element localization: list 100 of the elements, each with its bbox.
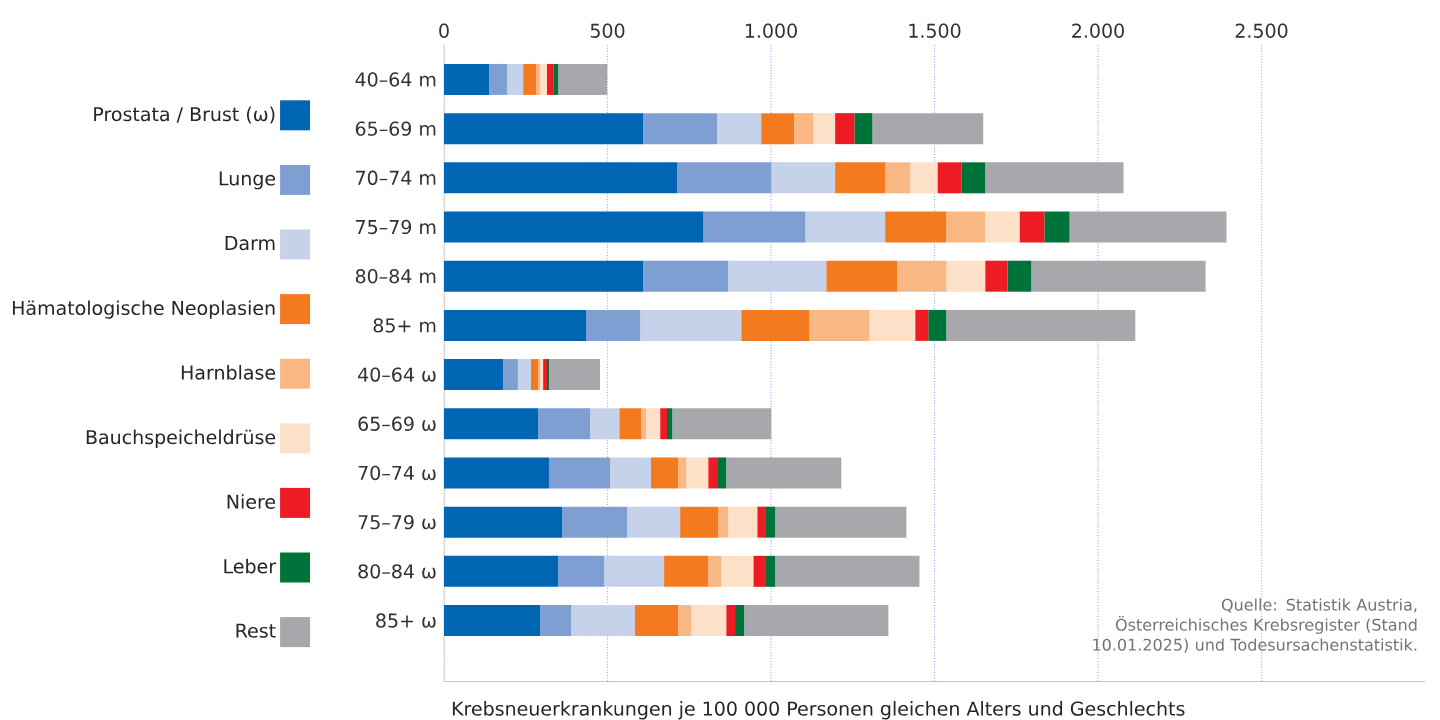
bar [678, 457, 687, 489]
bar [634, 605, 679, 637]
bar [1019, 211, 1045, 243]
bar [703, 211, 806, 243]
bar [677, 162, 772, 194]
bar [728, 506, 758, 538]
bar [536, 63, 541, 95]
bar [928, 309, 947, 341]
bar [885, 211, 947, 243]
bar [946, 309, 1136, 341]
bar [444, 309, 587, 341]
bar [721, 555, 754, 587]
bar [562, 506, 628, 538]
bar [540, 63, 548, 95]
legend-label: Hämatologische Neoplasien [12, 300, 275, 319]
bar [771, 162, 836, 194]
bar [680, 506, 719, 538]
bar [809, 309, 870, 341]
x-tick-label: 2.000 [1072, 23, 1124, 38]
bar [718, 506, 729, 538]
bar [610, 457, 651, 489]
bar [775, 555, 920, 587]
bar [915, 309, 929, 341]
bar [826, 260, 898, 292]
bar [540, 605, 572, 637]
y-tick-label: 80–84 m [355, 269, 436, 284]
bar [854, 113, 873, 145]
bar [717, 113, 762, 145]
legend-label: Niere [227, 494, 276, 509]
bar [664, 555, 709, 587]
bar [543, 359, 548, 391]
bar [530, 359, 539, 391]
bar [753, 555, 766, 587]
bar [547, 63, 554, 95]
bar [946, 260, 986, 292]
y-tick-label: 70–74 m [356, 170, 436, 186]
bar [728, 260, 827, 292]
annotation: Quelle: Statistik Austria, Österreichisches Krebsregister (Stand 10.01.2025) und Todesursachenstatistik. [1093, 598, 1417, 653]
bar [1007, 260, 1032, 292]
bar [961, 162, 986, 194]
bar [517, 359, 531, 391]
bar [444, 211, 704, 243]
bar [643, 113, 718, 145]
bar [708, 555, 722, 587]
bar [444, 260, 644, 292]
bar [813, 113, 836, 145]
bar [1069, 211, 1227, 243]
bar [590, 408, 620, 440]
legend-label: Leber [224, 558, 277, 574]
bar [640, 309, 742, 341]
y-tick-label: 40–64 ω [358, 367, 436, 382]
y-tick-label: 40–64 m [355, 72, 436, 87]
bar [646, 408, 661, 440]
bar [835, 113, 855, 145]
bar [946, 211, 986, 243]
bar [937, 162, 962, 194]
bar [672, 408, 772, 440]
bar [667, 408, 673, 440]
legend-label: Bauchspeicheldrüse [86, 429, 276, 448]
bar [744, 605, 889, 637]
bar [558, 63, 608, 95]
bar [686, 457, 709, 489]
bar [651, 457, 679, 489]
bar [571, 605, 635, 637]
y-tick-label: 80–84 ω [358, 564, 436, 579]
x-tick-label: 0 [439, 23, 449, 38]
legend-label: Harnblase [181, 365, 276, 380]
x-tick-label: 1.000 [745, 23, 797, 38]
x-axis-title: Krebsneuerkrankungen je 100 000 Personen gleichen Alters und Geschlechts [452, 701, 1185, 720]
y-tick-label: 75–79 ω [358, 514, 436, 530]
bar [872, 113, 984, 145]
bar [444, 63, 490, 95]
x-tick-label: 1.500 [909, 23, 961, 38]
bar [910, 162, 938, 194]
bar [765, 555, 776, 587]
bar [708, 457, 719, 489]
bar [985, 211, 1020, 243]
bar [444, 162, 678, 194]
bar [835, 162, 886, 194]
legend-label: Prostata / Brust (ω) [94, 106, 275, 124]
bar [586, 309, 641, 341]
y-tick-label: 65–69 ω [358, 416, 436, 431]
bar [805, 211, 886, 243]
legend-label: Darm [225, 236, 275, 251]
bar [548, 457, 611, 489]
y-tick-label: 85+ ω [376, 613, 436, 628]
bar [718, 457, 727, 489]
y-tick-label: 65–69 m [355, 121, 436, 136]
bar [885, 162, 911, 194]
bar [507, 63, 524, 95]
bar [761, 113, 795, 145]
bar [691, 605, 727, 637]
bar [444, 555, 559, 587]
bar [726, 457, 842, 489]
bar [794, 113, 814, 145]
y-tick-label: 75–79 m [356, 219, 436, 235]
bar [627, 506, 681, 538]
bar [444, 113, 644, 145]
bar [869, 309, 916, 341]
bar [538, 408, 591, 440]
